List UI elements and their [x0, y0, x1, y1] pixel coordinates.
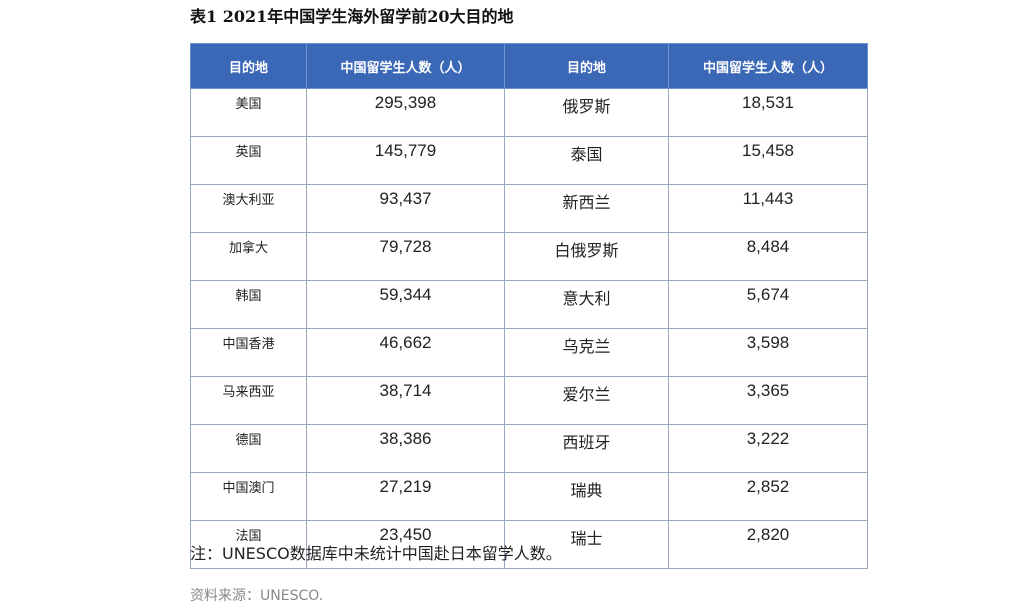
- table-header-row: 目的地 中国留学生人数（人） 目的地 中国留学生人数（人）: [190, 43, 868, 89]
- count-cell: 93,437: [306, 184, 505, 233]
- table-caption: 表1 2021年中国学生海外留学前20大目的地: [190, 7, 514, 26]
- destination-cell: 英国: [190, 136, 307, 185]
- count-cell: 145,779: [306, 136, 505, 185]
- destination-cell: 法国: [190, 520, 307, 569]
- table-row: 德国 38,386 西班牙 3,222: [190, 424, 868, 473]
- destination-cell: 乌克兰: [504, 328, 669, 377]
- destination-cell: 新西兰: [504, 184, 669, 233]
- destination-cell: 瑞典: [504, 472, 669, 521]
- header-count-right: 中国留学生人数（人）: [668, 43, 868, 89]
- destination-cell: 中国澳门: [190, 472, 307, 521]
- table-row: 韩国 59,344 意大利 5,674: [190, 280, 868, 329]
- table-row: 美国 295,398 俄罗斯 18,531: [190, 88, 868, 137]
- destination-cell: 泰国: [504, 136, 669, 185]
- count-cell: 23,450: [306, 520, 505, 569]
- destination-cell: 韩国: [190, 280, 307, 329]
- count-cell: 295,398: [306, 88, 505, 137]
- table-row: 中国澳门 27,219 瑞典 2,852: [190, 472, 868, 521]
- count-cell: 2,820: [668, 520, 868, 569]
- table-row: 马来西亚 38,714 爱尔兰 3,365: [190, 376, 868, 425]
- count-cell: 15,458: [668, 136, 868, 185]
- header-destination-left: 目的地: [190, 43, 307, 89]
- count-cell: 18,531: [668, 88, 868, 137]
- count-cell: 3,598: [668, 328, 868, 377]
- destination-cell: 意大利: [504, 280, 669, 329]
- count-cell: 38,714: [306, 376, 505, 425]
- count-cell: 3,365: [668, 376, 868, 425]
- destination-cell: 俄罗斯: [504, 88, 669, 137]
- header-destination-right: 目的地: [504, 43, 669, 89]
- count-cell: 2,852: [668, 472, 868, 521]
- table-row: 法国 23,450 瑞士 2,820: [190, 520, 868, 569]
- source-line: 资料来源：UNESCO.: [190, 588, 324, 604]
- count-cell: 38,386: [306, 424, 505, 473]
- destination-cell: 西班牙: [504, 424, 669, 473]
- table-row: 澳大利亚 93,437 新西兰 11,443: [190, 184, 868, 233]
- count-cell: 8,484: [668, 232, 868, 281]
- destinations-table: 目的地 中国留学生人数（人） 目的地 中国留学生人数（人） 美国 295,398…: [190, 43, 868, 569]
- count-cell: 3,222: [668, 424, 868, 473]
- table-row: 英国 145,779 泰国 15,458: [190, 136, 868, 185]
- destination-cell: 爱尔兰: [504, 376, 669, 425]
- count-cell: 46,662: [306, 328, 505, 377]
- destination-cell: 白俄罗斯: [504, 232, 669, 281]
- destination-cell: 加拿大: [190, 232, 307, 281]
- destination-cell: 德国: [190, 424, 307, 473]
- count-cell: 59,344: [306, 280, 505, 329]
- table-note: 注：UNESCO数据库中未统计中国赴日本留学人数。: [190, 544, 562, 563]
- table-row: 中国香港 46,662 乌克兰 3,598: [190, 328, 868, 377]
- header-count-left: 中国留学生人数（人）: [306, 43, 505, 89]
- destination-cell: 美国: [190, 88, 307, 137]
- destination-cell: 澳大利亚: [190, 184, 307, 233]
- count-cell: 11,443: [668, 184, 868, 233]
- count-cell: 79,728: [306, 232, 505, 281]
- table-row: 加拿大 79,728 白俄罗斯 8,484: [190, 232, 868, 281]
- destination-cell: 中国香港: [190, 328, 307, 377]
- count-cell: 27,219: [306, 472, 505, 521]
- destination-cell: 马来西亚: [190, 376, 307, 425]
- count-cell: 5,674: [668, 280, 868, 329]
